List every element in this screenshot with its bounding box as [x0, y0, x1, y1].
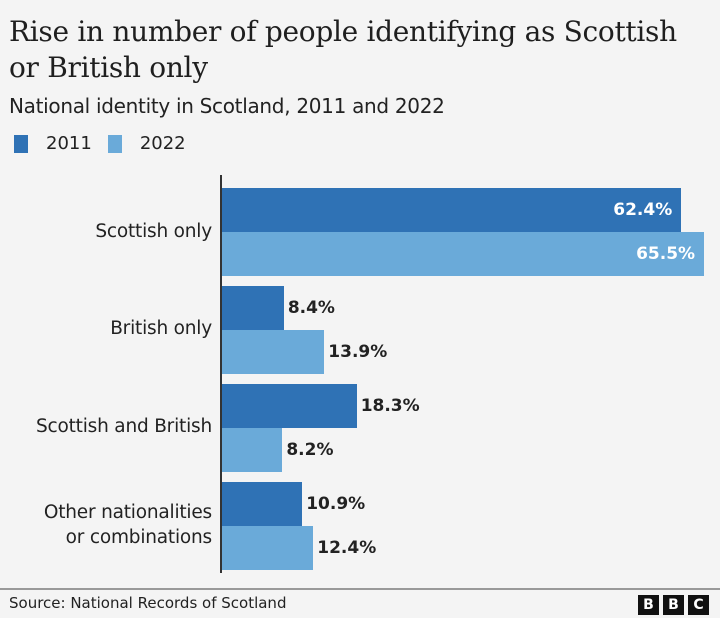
chart-title: Rise in number of people identifying as …	[9, 15, 677, 84]
bar-2022	[222, 428, 283, 472]
category-label: Scottish and British	[35, 416, 212, 437]
legend-swatch-2011	[14, 134, 28, 153]
footer-divider	[0, 588, 720, 590]
value-label: 8.2%	[286, 440, 334, 460]
value-label: 12.4%	[317, 538, 377, 558]
value-label: 65.5%	[636, 244, 696, 264]
value-label: 62.4%	[613, 200, 673, 220]
bar-2022	[222, 232, 705, 276]
value-label: 18.3%	[360, 396, 420, 416]
bar-2011	[222, 188, 682, 232]
category-label: Other nationalities or combinations	[43, 502, 212, 548]
source-note: Source: National Records of Scotland	[9, 594, 287, 612]
y-axis-line	[220, 175, 222, 573]
value-label: 8.4%	[287, 298, 335, 318]
bbc-logo-letter: B	[638, 595, 659, 615]
legend-label-2022: 2022	[139, 133, 186, 154]
legend-label-2011: 2011	[46, 133, 92, 154]
category-label: British only	[110, 318, 212, 339]
bar-2022	[222, 330, 325, 374]
chart-subtitle: National identity in Scotland, 2011 and …	[9, 94, 445, 118]
bbc-logo-letter: B	[663, 595, 684, 615]
bar-2011	[222, 384, 357, 428]
value-label: 10.9%	[306, 494, 366, 514]
value-label: 13.9%	[328, 342, 388, 362]
bbc-logo-letter: C	[688, 595, 709, 615]
bbc-logo: B B C	[638, 595, 709, 615]
bar-2011	[222, 482, 303, 526]
legend-swatch-2022	[107, 134, 122, 153]
bar-2022	[222, 526, 314, 570]
bar-2011	[222, 286, 284, 330]
legend: 2011 2022	[14, 133, 202, 154]
category-label: Scottish only	[95, 221, 212, 242]
